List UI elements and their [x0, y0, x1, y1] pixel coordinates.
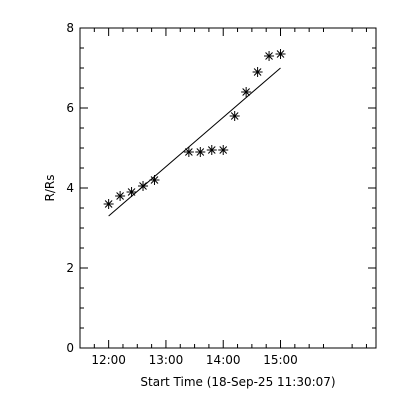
x-tick-label: 13:00	[149, 353, 184, 367]
data-points	[103, 49, 286, 209]
data-point	[229, 111, 240, 121]
x-axis-label: Start Time (18-Sep-25 11:30:07)	[140, 375, 335, 389]
data-point	[183, 147, 194, 157]
y-tick-label: 4	[66, 181, 74, 195]
data-point	[241, 87, 252, 97]
y-axis-label: R/Rs	[43, 175, 57, 202]
data-point	[252, 67, 263, 77]
data-point	[206, 145, 217, 155]
x-axis: 12:00 13:00 14:00 15:00	[79, 28, 367, 367]
data-point	[103, 199, 114, 209]
data-point	[115, 191, 126, 201]
fit-line	[108, 67, 281, 217]
x-tick-label: 14:00	[206, 353, 241, 367]
y-axis: 0 2 4 6 8	[66, 21, 376, 355]
y-tick-label: 6	[66, 101, 74, 115]
data-point	[126, 187, 137, 197]
data-point	[264, 51, 275, 61]
plot-border	[79, 27, 377, 349]
y-tick-label: 8	[66, 21, 74, 35]
data-point	[195, 147, 206, 157]
data-point	[275, 49, 286, 59]
data-point	[218, 145, 229, 155]
y-tick-label: 2	[66, 261, 74, 275]
y-tick-label: 0	[66, 341, 74, 355]
x-tick-label: 12:00	[91, 353, 126, 367]
plot-frame	[79, 27, 377, 349]
x-tick-label: 15:00	[263, 353, 298, 367]
